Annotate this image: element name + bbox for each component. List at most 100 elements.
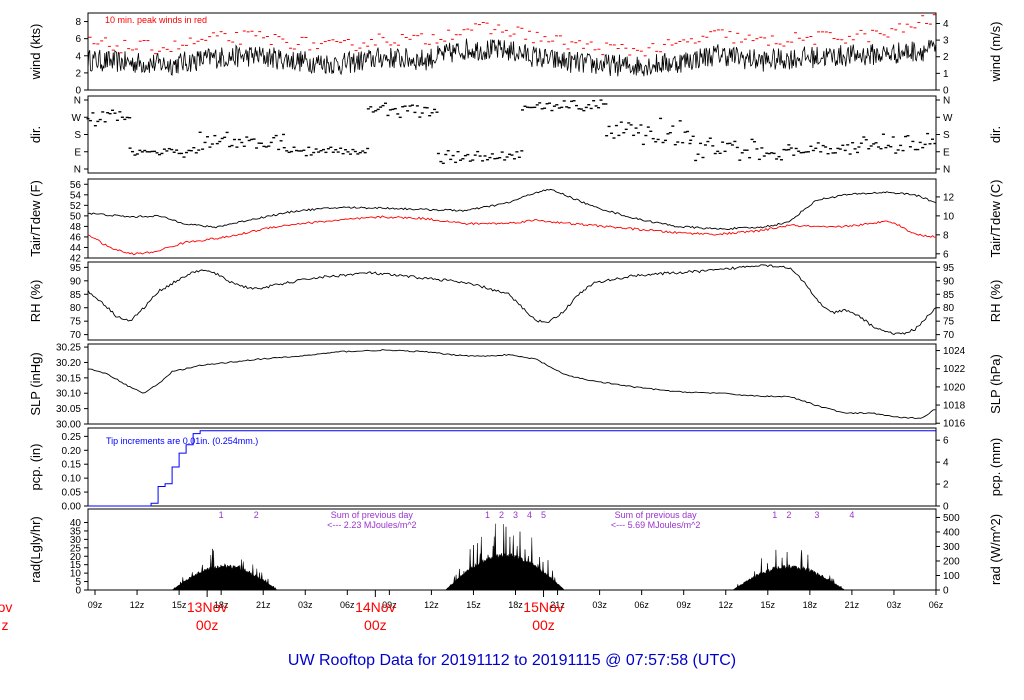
wind-tick-label: 4	[75, 51, 81, 62]
rh-right-tick-label: 95	[943, 263, 955, 274]
dir-panel-frame	[87, 95, 937, 174]
temp-right-tick-label: 8	[943, 230, 949, 241]
rad-tick-label: 30	[70, 535, 82, 546]
rad-right-tick-label: 300	[943, 542, 960, 553]
dewpoint-line	[87, 215, 937, 256]
rad-peak-label: 3	[513, 510, 518, 520]
precip-tick-label: 0.00	[62, 502, 82, 513]
slp-right-tick-label: 1018	[943, 401, 966, 412]
temp-tick-label: 50	[70, 211, 82, 222]
dir-right-tick-label: N	[943, 165, 950, 176]
rh-tick-label: 85	[70, 290, 82, 301]
x-tick-label: 15z	[761, 600, 776, 610]
slp-tick-label: 30.10	[56, 389, 81, 400]
rad-peak-label: 3	[814, 510, 819, 520]
radiation-area	[732, 549, 846, 591]
precip-ylabel-right: pcp. (mm)	[988, 438, 1003, 497]
rad-peak-label: 4	[527, 510, 532, 520]
dir-ylabel-left: dir.	[28, 126, 43, 143]
rad-tick-label: 15	[70, 560, 82, 571]
rh-tick-label: 70	[70, 330, 82, 341]
rh-right-tick-label: 80	[943, 303, 955, 314]
x-tick-label: 03z	[887, 600, 902, 610]
slp-panel-frame	[87, 343, 937, 425]
rad-peak-label: 1	[219, 510, 224, 520]
dir-right-tick-label: S	[943, 130, 950, 141]
rad-peak-label: 2	[786, 510, 791, 520]
wind-tick-label: 8	[75, 17, 81, 28]
x-tick-label: 12z	[424, 600, 439, 610]
slp-line	[88, 349, 936, 419]
rad-peak-label: 2	[499, 510, 504, 520]
rad-right-tick-label: 200	[943, 556, 960, 567]
wind-tick-label: 2	[75, 68, 81, 79]
precip-annotation: Tip increments are 0.01in. (0.254mm.)	[106, 436, 258, 446]
rad-right-tick-label: 100	[943, 571, 960, 582]
slp-right-tick-label: 1016	[943, 419, 966, 430]
dir-tick-label: E	[74, 147, 81, 158]
rad-right-tick-label: 500	[943, 513, 960, 524]
dir-tick-label: S	[74, 130, 81, 141]
x-tick-label: 15z	[172, 600, 187, 610]
rad-ylabel-right: rad (W/m^2)	[988, 514, 1003, 585]
rad-tick-label: 25	[70, 543, 82, 554]
slp-tick-label: 30.25	[56, 343, 81, 354]
temp-tick-label: 46	[70, 232, 82, 243]
day-label: 13Nov	[187, 599, 227, 615]
dir-tick-label: N	[74, 165, 81, 176]
precip-right-tick-label: 0	[943, 502, 949, 513]
temp-ylabel-left: Tair/Tdew (F)	[28, 180, 43, 257]
x-tick-label: 15z	[466, 600, 481, 610]
slp-right-tick-label: 1022	[943, 364, 966, 375]
rh-tick-label: 75	[70, 317, 82, 328]
rh-right-tick-label: 85	[943, 290, 955, 301]
wind-annotation: 10 min. peak winds in red	[105, 15, 207, 25]
x-tick-label: 06z	[340, 600, 355, 610]
x-tick-label: 21z	[550, 600, 565, 610]
wind-speed-line	[87, 38, 937, 77]
slp-right-tick-label: 1024	[943, 346, 966, 357]
dir-right-tick-label: W	[943, 113, 953, 124]
x-tick-label: 09z	[382, 600, 397, 610]
rh-panel-frame	[87, 261, 937, 341]
rad-sum-annotation: Sum of previous day	[331, 510, 414, 520]
rad-right-tick-label: 0	[943, 586, 949, 597]
dir-tick-label: W	[72, 113, 82, 124]
temp-tick-label: 44	[70, 243, 82, 254]
rad-sum-annotation: Sum of previous day	[615, 510, 698, 520]
x-tick-label: 09z	[676, 600, 691, 610]
precip-tick-label: 0.20	[62, 446, 82, 457]
wind-ylabel-left: wind (kts)	[28, 24, 43, 81]
rad-tick-label: 10	[70, 569, 82, 580]
rh-right-tick-label: 90	[943, 276, 955, 287]
air-temp-line	[87, 188, 937, 230]
precip-ylabel-left: pcp. (in)	[28, 444, 43, 491]
x-tick-label: 09z	[88, 600, 103, 610]
temp-tick-label: 56	[70, 180, 82, 191]
x-tick-label: 03z	[592, 600, 607, 610]
rad-sum-annotation: <--- 5.69 MJoules/m^2	[611, 520, 701, 530]
dir-right-tick-label: N	[943, 96, 950, 107]
temp-tick-label: 54	[70, 190, 82, 201]
day-sublabel: 00z	[532, 617, 555, 633]
rad-right-tick-label: 400	[943, 527, 960, 538]
x-tick-label: 06z	[634, 600, 649, 610]
slp-right-tick-label: 1020	[943, 382, 966, 393]
x-tick-label: 12z	[130, 600, 145, 610]
precip-right-tick-label: 6	[943, 436, 949, 447]
radiation-area	[171, 548, 279, 591]
slp-tick-label: 30.00	[56, 420, 81, 431]
slp-tick-label: 30.15	[56, 373, 81, 384]
wind-panel-frame	[87, 12, 937, 91]
wind-tick-label: 6	[75, 34, 81, 45]
dir-tick-label: N	[74, 96, 81, 107]
temp-panel-frame	[87, 178, 937, 259]
day-sublabel: 00z	[364, 617, 387, 633]
precip-tick-label: 0.15	[62, 460, 82, 471]
rh-ylabel-right: RH (%)	[988, 280, 1003, 323]
temp-tick-label: 52	[70, 201, 82, 212]
wind-tick-label: 0	[75, 86, 81, 97]
footer-title: UW Rooftop Data for 20191112 to 20191115…	[288, 652, 736, 669]
wind-right-tick-label: 4	[943, 19, 949, 30]
